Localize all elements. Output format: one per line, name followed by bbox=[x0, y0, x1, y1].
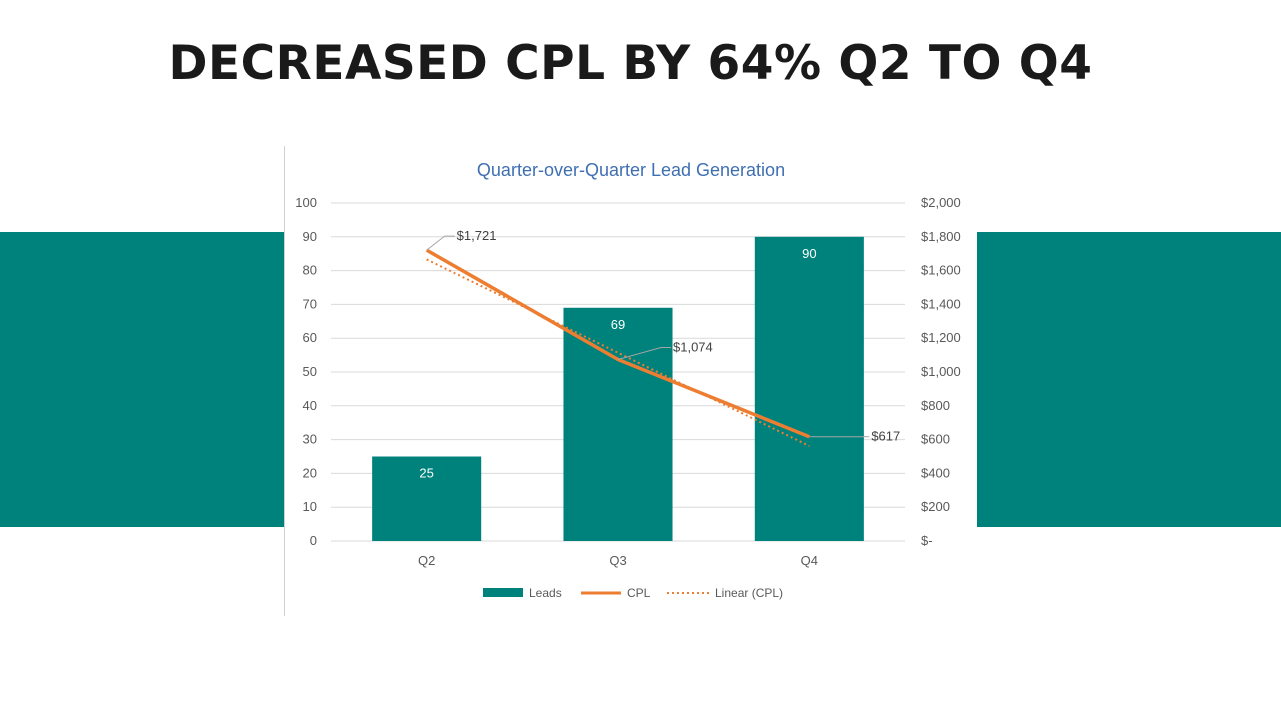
y-left-tick-label: 80 bbox=[303, 263, 317, 278]
x-tick-label: Q2 bbox=[418, 553, 435, 568]
bar-q4 bbox=[754, 236, 864, 542]
cpl-label-leader bbox=[426, 235, 455, 251]
x-tick-label: Q3 bbox=[609, 553, 626, 568]
y-left-tick-label: 90 bbox=[303, 229, 317, 244]
bar-data-label: 25 bbox=[419, 466, 433, 481]
legend-label-cpl: CPL bbox=[627, 586, 651, 600]
bar-q2 bbox=[372, 456, 482, 541]
cpl-data-label: $1,074 bbox=[673, 339, 713, 354]
y-right-tick-label: $1,800 bbox=[921, 229, 961, 244]
y-right-tick-label: $1,400 bbox=[921, 296, 961, 311]
chart-title: Quarter-over-Quarter Lead Generation bbox=[477, 160, 785, 180]
bar-q3 bbox=[563, 307, 673, 541]
y-right-tick-label: $800 bbox=[921, 398, 950, 413]
bar-data-label: 69 bbox=[611, 317, 625, 332]
y-left-tick-label: 60 bbox=[303, 330, 317, 345]
cpl-data-label: $617 bbox=[871, 429, 900, 444]
bar-data-label: 90 bbox=[802, 246, 816, 261]
y-left-tick-label: 40 bbox=[303, 398, 317, 413]
y-left-tick-label: 30 bbox=[303, 432, 317, 447]
y-right-tick-label: $- bbox=[921, 533, 933, 548]
chart-panel: Quarter-over-Quarter Lead Generation 0 10… bbox=[284, 146, 977, 616]
y-right-tick-label: $1,000 bbox=[921, 364, 961, 379]
trendline-cpl bbox=[426, 258, 810, 447]
y-right-tick-label: $400 bbox=[921, 465, 950, 480]
legend-swatch-leads bbox=[483, 588, 523, 597]
slide-title: DECREASED CPL BY 64% Q2 TO Q4 bbox=[168, 36, 1093, 91]
y-left-tick-label: 10 bbox=[303, 499, 317, 514]
cpl-label-leader bbox=[617, 346, 671, 360]
y-left-tick-label: 20 bbox=[303, 465, 317, 480]
combo-chart: Quarter-over-Quarter Lead Generation 0 10… bbox=[295, 160, 961, 600]
y-left-tick-label: 100 bbox=[295, 195, 317, 210]
line-cpl bbox=[425, 248, 810, 439]
y-left-tick-label: 50 bbox=[303, 364, 317, 379]
decorative-band-right bbox=[976, 232, 1281, 527]
y-right-tick-label: $1,600 bbox=[921, 263, 961, 278]
x-tick-label: Q4 bbox=[801, 553, 818, 568]
cpl-data-label: $1,721 bbox=[457, 228, 497, 243]
y-right-tick-label: $2,000 bbox=[921, 195, 961, 210]
y-left-tick-label: 0 bbox=[310, 533, 317, 548]
y-right-tick-label: $1,200 bbox=[921, 330, 961, 345]
decorative-band-left bbox=[0, 232, 284, 527]
legend-label-leads: Leads bbox=[529, 586, 562, 600]
legend-label-linear-cpl: Linear (CPL) bbox=[715, 586, 783, 600]
y-left-tick-label: 70 bbox=[303, 296, 317, 311]
y-right-tick-label: $600 bbox=[921, 432, 950, 447]
y-right-tick-label: $200 bbox=[921, 499, 950, 514]
